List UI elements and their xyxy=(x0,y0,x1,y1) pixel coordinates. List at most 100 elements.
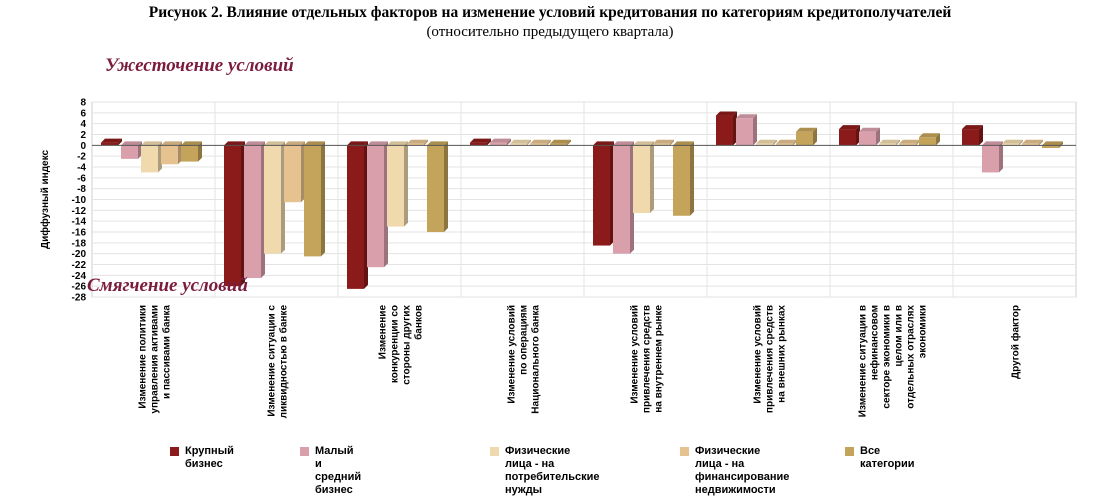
bar-top xyxy=(796,127,817,132)
bar-side xyxy=(876,127,880,146)
bar-top xyxy=(387,141,408,146)
bar-side xyxy=(999,141,1003,173)
bar-top xyxy=(982,141,1003,146)
y-tick-label: 6 xyxy=(80,108,86,119)
y-tick-label: -10 xyxy=(72,195,87,206)
bar-top xyxy=(1002,139,1023,144)
bar-top xyxy=(593,141,614,146)
bar-top xyxy=(1022,139,1043,144)
category-label: Национального банка xyxy=(530,305,542,414)
y-tick-label: 0 xyxy=(80,141,86,152)
bar-top xyxy=(899,139,920,144)
y-tick-label: -14 xyxy=(72,217,87,228)
y-tick-label: -8 xyxy=(77,184,86,195)
bar xyxy=(181,145,198,162)
bar-top xyxy=(244,141,265,146)
category-label: на внешних рынках xyxy=(777,305,788,403)
bar xyxy=(776,143,793,146)
bar xyxy=(284,145,301,203)
bar xyxy=(673,145,690,216)
bar-top xyxy=(407,139,428,144)
bar xyxy=(510,143,527,146)
bar-top xyxy=(367,141,388,146)
bar xyxy=(387,145,404,227)
bar-top xyxy=(756,139,777,144)
category-label: Другой фактор xyxy=(1010,305,1022,379)
legend-item: Физические лица - на финансирование недвиж… xyxy=(680,445,789,497)
bar-side xyxy=(527,139,531,146)
bar-side xyxy=(936,133,940,146)
bar-top xyxy=(879,139,900,144)
bar-side xyxy=(690,141,694,216)
bar-top xyxy=(427,141,448,146)
category-label: Изменение условий xyxy=(630,305,641,404)
bar-top xyxy=(550,139,571,144)
bar xyxy=(550,143,567,146)
y-axis-label: Диффузный индекс xyxy=(39,150,51,250)
legend-swatch xyxy=(300,447,309,456)
bar xyxy=(839,129,856,146)
category-label: Изменение условий xyxy=(507,305,518,404)
category-label: секторе экономики в xyxy=(882,305,893,409)
category-label: экономики xyxy=(918,305,929,358)
bar-side xyxy=(567,139,571,146)
bar xyxy=(716,115,733,146)
bar-top xyxy=(101,138,122,143)
bar xyxy=(796,131,813,146)
bar-top xyxy=(716,111,737,116)
bar xyxy=(101,142,118,146)
category-label: Изменение ситуации с xyxy=(267,305,278,417)
bar xyxy=(633,145,650,214)
y-tick-label: -20 xyxy=(72,249,87,260)
chart-subtitle: (относительно предыдущего квартала) xyxy=(426,24,674,40)
y-tick-label: 8 xyxy=(80,98,86,109)
bar xyxy=(613,145,630,254)
legend-item: Крупный бизнес xyxy=(170,445,234,471)
category-label: привлечения средств xyxy=(765,305,776,413)
bar-side xyxy=(424,139,428,146)
bar-top xyxy=(673,141,694,146)
y-tick-label: 2 xyxy=(80,130,86,141)
y-tick-label: -26 xyxy=(72,282,87,293)
bar-side xyxy=(547,139,551,146)
bar-side xyxy=(1039,139,1043,146)
bar-side xyxy=(118,138,122,146)
bar-top xyxy=(347,141,368,146)
bar-top xyxy=(510,139,531,144)
bar-side xyxy=(979,125,983,146)
bar-side xyxy=(404,141,408,227)
category-label: Изменение условий xyxy=(753,305,764,404)
legend-swatch xyxy=(680,447,689,456)
legend-swatch xyxy=(490,447,499,456)
bar-side xyxy=(753,114,757,146)
legend-item: Физические лица - на потребительские нужд… xyxy=(490,445,599,497)
bar-side xyxy=(444,141,448,232)
bar xyxy=(244,145,261,279)
bar xyxy=(264,145,281,254)
bar-side xyxy=(487,138,491,146)
bar xyxy=(530,143,547,146)
bar-top xyxy=(284,141,305,146)
bar xyxy=(736,118,753,146)
bar-top xyxy=(141,141,162,146)
bar xyxy=(1022,143,1039,146)
bar-top xyxy=(919,133,940,138)
bar xyxy=(367,145,384,268)
bar-top xyxy=(470,138,491,143)
bar xyxy=(224,145,241,287)
legend-label: Физические лица - на финансирование недвиж… xyxy=(695,445,790,496)
bar xyxy=(962,129,979,146)
bar xyxy=(982,145,999,173)
annotation-tightening: Ужесточение условий xyxy=(105,55,294,76)
y-tick-label: -18 xyxy=(72,238,87,249)
bar xyxy=(653,143,670,146)
bar xyxy=(347,145,364,289)
bar-top xyxy=(304,141,325,146)
bar-top xyxy=(530,139,551,144)
category-label: стороны других xyxy=(402,305,413,385)
legend-label: Крупный бизнес xyxy=(185,445,234,470)
bar-top xyxy=(633,141,654,146)
bar-top xyxy=(224,141,245,146)
bar-side xyxy=(896,139,900,146)
annotation-easing: Смягчение условий xyxy=(87,275,248,296)
